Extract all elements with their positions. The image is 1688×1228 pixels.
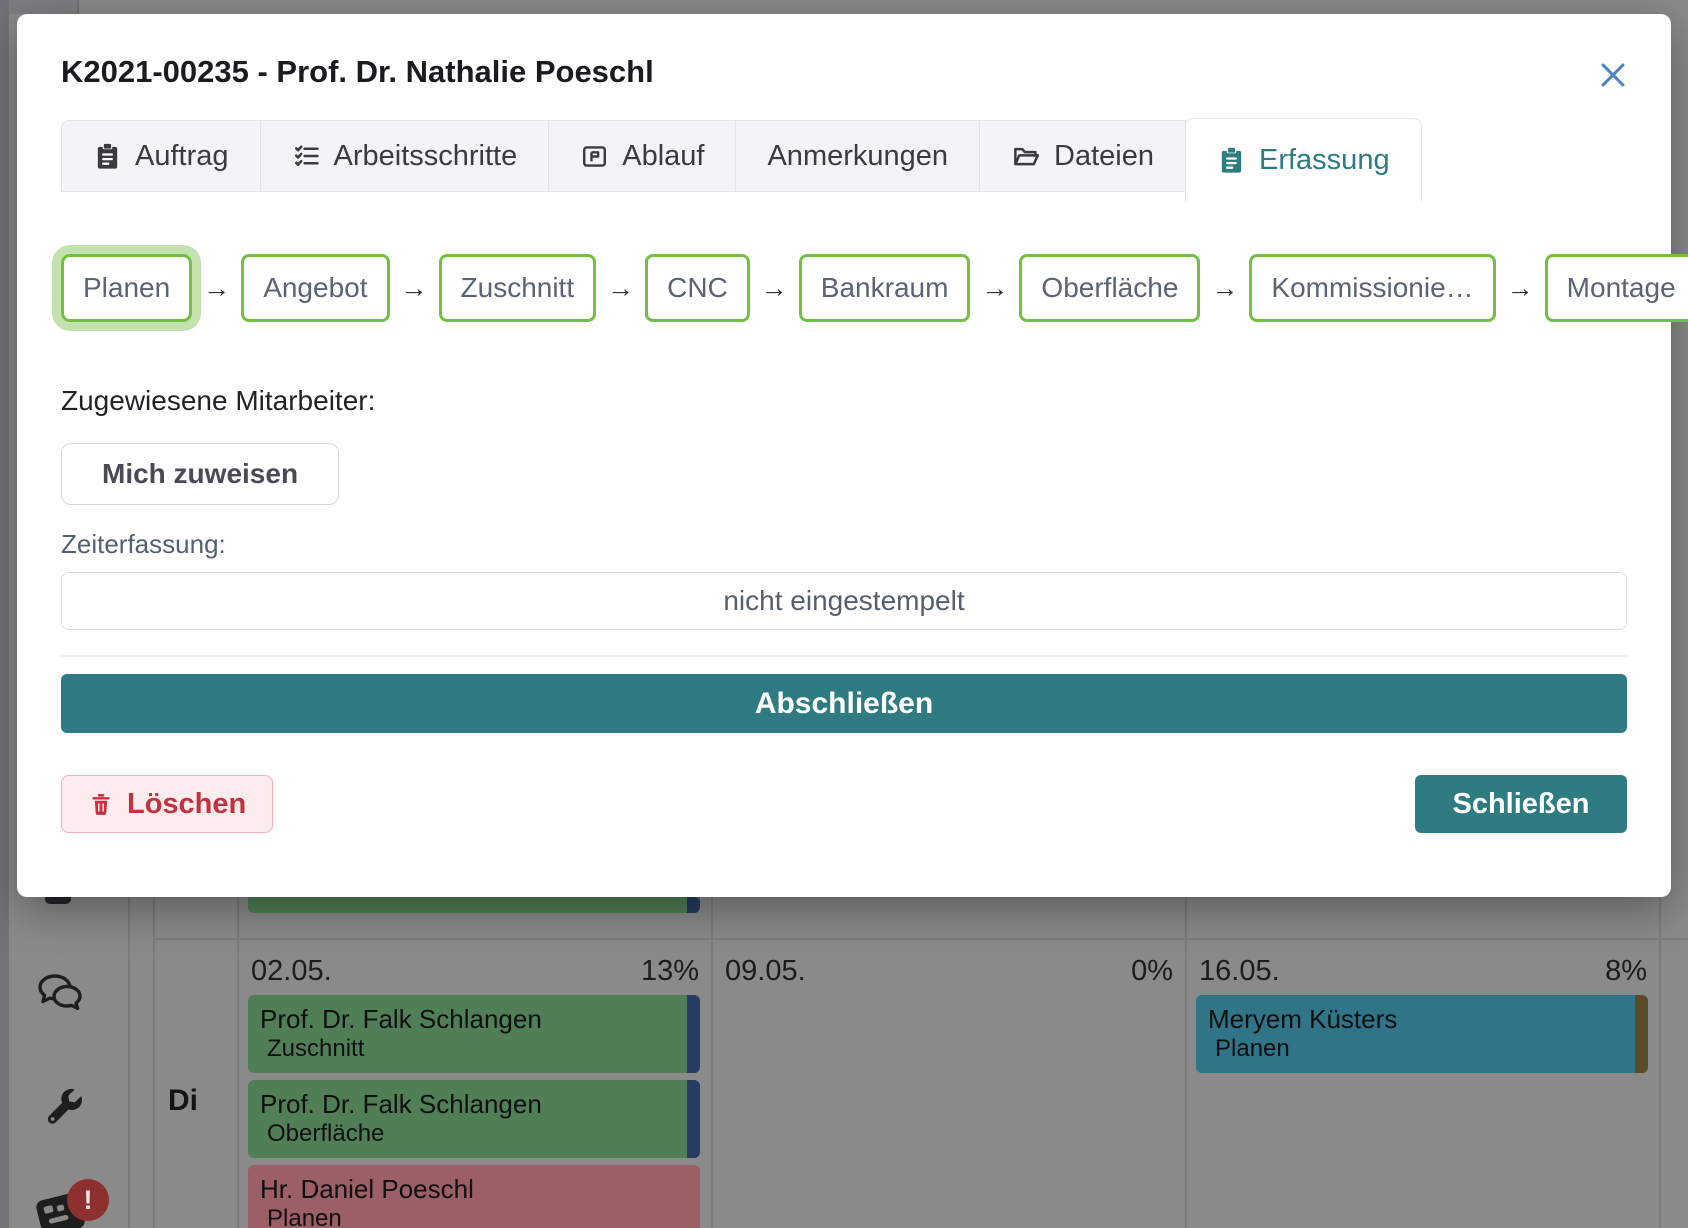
tab-label: Arbeitsschritte (333, 139, 518, 172)
event-card[interactable]: Meryem Küsters Planen (1196, 995, 1648, 1073)
event-edge-strip (1635, 995, 1648, 1073)
arrow-icon: → (1506, 272, 1534, 303)
event-card[interactable]: Prof. Dr. Falk Schlangen Oberfläche (248, 1080, 700, 1158)
cell-percent: 0% (1131, 954, 1173, 987)
folder-open-icon (1014, 147, 1040, 166)
clipboard-icon (97, 143, 118, 169)
step-kommissionierung[interactable]: Kommissionie… (1249, 254, 1496, 322)
grid-line (153, 897, 155, 1228)
partial-sidebar-icon (45, 897, 71, 904)
assign-me-button[interactable]: Mich zuweisen (61, 443, 340, 505)
grid-line (1185, 897, 1187, 1228)
dialog-tabbar: Auftrag Arbeitsschritte (61, 118, 1422, 202)
calendar-cell-header[interactable]: 02.05. 13% (239, 952, 711, 990)
grid-line (1659, 897, 1661, 1228)
workflow-steps: Planen → Angebot → Zuschnitt → CNC → Ban… (61, 254, 1688, 322)
arrow-icon: → (1211, 272, 1239, 303)
event-edge-strip (687, 1080, 700, 1158)
cell-date: 16.05. (1199, 954, 1280, 987)
background-left-edge (0, 0, 9, 1228)
arrow-icon: → (981, 272, 1009, 303)
board-icon (583, 145, 607, 167)
close-dialog-button[interactable]: Schließen (1415, 775, 1627, 833)
event-task: Planen (1215, 1035, 1290, 1062)
step-zuschnitt[interactable]: Zuschnitt (438, 254, 597, 322)
dialog-title: K2021-00235 - Prof. Dr. Nathalie Poeschl (61, 54, 654, 89)
tab-auftrag[interactable]: Auftrag (61, 120, 261, 192)
event-task: Planen (267, 1205, 342, 1228)
tab-anmerkungen[interactable]: Anmerkungen (735, 120, 981, 192)
grid-line (711, 897, 713, 1228)
delete-button[interactable]: Löschen (61, 775, 274, 833)
event-card[interactable]: Prof. Dr. Falk Schlangen Zuschnitt (248, 995, 700, 1073)
order-dialog: K2021-00235 - Prof. Dr. Nathalie Poeschl… (17, 14, 1688, 897)
alert-badge: ! (67, 1179, 109, 1221)
event-name: Meryem Küsters (1208, 1004, 1398, 1034)
background-divider (77, 0, 79, 14)
cell-date: 09.05. (725, 954, 806, 987)
cell-percent: 13% (640, 954, 699, 987)
calendar-day-label: Di (168, 1084, 198, 1117)
divider (61, 655, 1627, 657)
delete-button-label: Löschen (127, 787, 247, 820)
tab-label: Auftrag (135, 139, 229, 172)
arrow-icon: → (400, 272, 428, 303)
event-edge-strip (687, 995, 700, 1073)
arrow-icon: → (760, 272, 788, 303)
partial-event-card[interactable] (248, 897, 700, 913)
tab-dateien[interactable]: Dateien (979, 120, 1186, 192)
tab-ablauf[interactable]: Ablauf (548, 120, 737, 192)
background-top-panel (0, 0, 77, 14)
tab-erfassung[interactable]: Erfassung (1185, 118, 1422, 202)
event-task: Zuschnitt (267, 1035, 365, 1062)
step-montage[interactable]: Montage (1544, 254, 1688, 322)
event-task: Oberfläche (267, 1120, 385, 1147)
clipboard-icon (1221, 147, 1242, 173)
assigned-workers-label: Zugewiesene Mitarbeiter: (61, 385, 376, 416)
checklist-icon (294, 144, 319, 166)
grid-line (237, 897, 239, 1228)
event-name: Hr. Daniel Poeschl (260, 1174, 474, 1204)
event-card[interactable]: Hr. Daniel Poeschl Planen (248, 1165, 700, 1228)
calendar-cell-header[interactable]: 16.05. 8% (1187, 952, 1659, 990)
grid-line (153, 938, 1688, 940)
cell-percent: 8% (1605, 954, 1647, 987)
tab-label: Anmerkungen (767, 139, 949, 172)
grid-line (128, 897, 130, 1228)
arrow-icon: → (607, 272, 635, 303)
close-icon[interactable] (1595, 58, 1631, 94)
wrench-icon[interactable] (40, 1086, 88, 1139)
event-name: Prof. Dr. Falk Schlangen (260, 1004, 542, 1034)
event-name: Prof. Dr. Falk Schlangen (260, 1089, 542, 1119)
tab-label: Dateien (1054, 139, 1154, 172)
tab-label: Ablauf (622, 139, 705, 172)
step-cnc[interactable]: CNC (645, 254, 750, 322)
cell-date: 02.05. (251, 954, 332, 987)
time-tracking-status: nicht eingestempelt (61, 572, 1627, 630)
time-tracking-label: Zeiterfassung: (61, 529, 226, 559)
step-planen[interactable]: Planen (61, 254, 193, 322)
step-angebot[interactable]: Angebot (241, 254, 390, 322)
tab-arbeitsschritte[interactable]: Arbeitsschritte (259, 120, 550, 192)
trash-icon (92, 794, 110, 815)
arrow-icon: → (203, 272, 231, 303)
calendar-cell-header[interactable]: 09.05. 0% (713, 952, 1185, 990)
step-oberflaeche[interactable]: Oberfläche (1019, 254, 1201, 322)
chat-icon[interactable] (36, 973, 88, 1024)
step-bankraum[interactable]: Bankraum (798, 254, 971, 322)
tab-label: Erfassung (1259, 143, 1390, 176)
complete-button[interactable]: Abschließen (61, 674, 1627, 733)
